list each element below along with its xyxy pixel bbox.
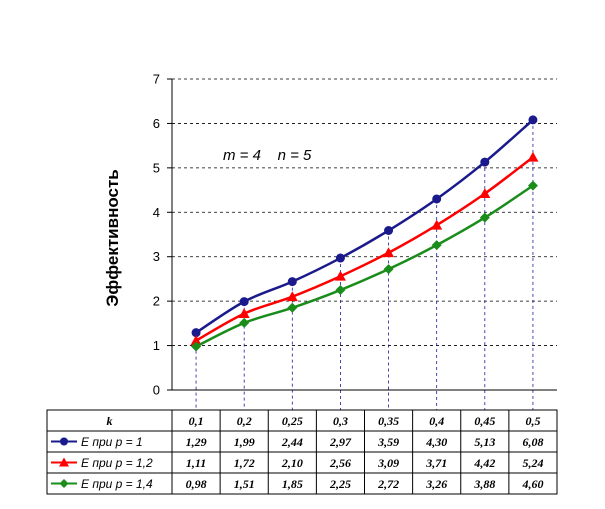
table-cell-value: 1,29: [186, 435, 207, 449]
table-cell-value: 1,72: [234, 456, 255, 470]
x-category-label: 0,25: [282, 414, 303, 428]
data-point: [479, 212, 490, 223]
data-point: [431, 240, 442, 251]
x-category-label: 0,2: [237, 414, 252, 428]
data-point: [191, 341, 202, 352]
data-table: k 0,1 0,2 0,25 0,3 0,35 0,4 0,45 0,5 E при p = 1 1…: [46, 409, 558, 495]
table-cell-value: 2,56: [329, 456, 351, 470]
data-point: [431, 219, 443, 230]
x-category-label: 0,45: [474, 414, 495, 428]
data-point: [383, 247, 395, 258]
table-cell-value: 3,59: [377, 435, 399, 449]
data-point: [334, 270, 346, 281]
table-cell-value: 1,99: [234, 435, 255, 449]
legend-label: E при p = 1: [81, 435, 143, 449]
table-cell-value: 3,71: [425, 456, 447, 470]
x-category-label: 0,1: [189, 414, 204, 428]
table-cell-value: 4,42: [473, 456, 495, 470]
table-cell-value: 2,10: [281, 456, 303, 470]
table-cell-value: 5,24: [522, 456, 543, 470]
x-category-label: 0,4: [429, 414, 444, 428]
legend-label: E при p = 1,4: [81, 477, 153, 491]
table-cell-value: 1,11: [186, 456, 206, 470]
table-cell-value: 3,88: [473, 477, 495, 491]
data-point: [287, 302, 298, 313]
y-tick-label: 0: [153, 383, 160, 398]
data-point: [480, 157, 490, 167]
table-cell-value: 2,44: [281, 435, 303, 449]
table-cell-value: 5,13: [474, 435, 495, 449]
series-3: [191, 180, 538, 352]
table-cell-value: 2,25: [329, 477, 351, 491]
legend-marker-key: [59, 457, 69, 467]
data-point: [287, 277, 297, 287]
y-tick-label: 3: [153, 249, 160, 264]
axes: 0 1 2 3 4 5 6 7: [153, 72, 557, 398]
legend-marker-key: [59, 479, 69, 488]
data-point: [239, 297, 249, 307]
y-tick-label: 5: [153, 160, 160, 175]
y-tick-label: 2: [153, 294, 160, 309]
data-point: [190, 335, 202, 346]
data-point: [239, 317, 250, 328]
data-point: [528, 115, 538, 125]
grid-lines: [172, 78, 557, 346]
table-cell-value: 3,09: [377, 456, 399, 470]
series-2: [190, 151, 539, 346]
data-point: [527, 180, 538, 191]
x-category-label: 0,3: [333, 414, 348, 428]
table-cell-value: 4,30: [425, 435, 447, 449]
x-category-label: 0,5: [525, 414, 540, 428]
y-tick-label: 4: [153, 205, 160, 220]
y-tick-label: 7: [153, 72, 160, 87]
data-point: [383, 264, 394, 275]
parameters-annotation: m = 4 n = 5: [223, 147, 312, 164]
table-cell-value: 1,51: [234, 477, 255, 491]
series-lines: [190, 115, 539, 352]
table-header-label: k: [107, 414, 113, 428]
data-point: [191, 328, 201, 338]
data-point: [527, 151, 539, 162]
y-tick-label: 1: [153, 338, 160, 353]
data-point: [384, 226, 394, 236]
table-cell-value: 1,85: [282, 477, 303, 491]
series-line: [195, 184, 534, 348]
table-cell-value: 4,60: [521, 477, 543, 491]
data-point: [479, 188, 491, 199]
table-cell-value: 3,26: [425, 477, 447, 491]
legend-label: E при p = 1,2: [81, 456, 153, 470]
x-category-label: 0,35: [378, 414, 399, 428]
y-tick-label: 6: [153, 116, 160, 131]
table-cell-value: 2,72: [377, 477, 399, 491]
data-point: [238, 308, 250, 318]
series-1: [191, 115, 538, 338]
legend-marker-key: [60, 437, 68, 446]
table-cell-value: 0,98: [186, 477, 207, 491]
data-point: [432, 194, 442, 204]
table-cell-value: 2,97: [329, 435, 352, 449]
data-point: [335, 253, 345, 263]
y-axis-label: Эффективность: [103, 169, 122, 306]
table-cell-value: 6,08: [522, 435, 543, 449]
data-point: [335, 285, 346, 296]
data-point: [286, 291, 298, 302]
